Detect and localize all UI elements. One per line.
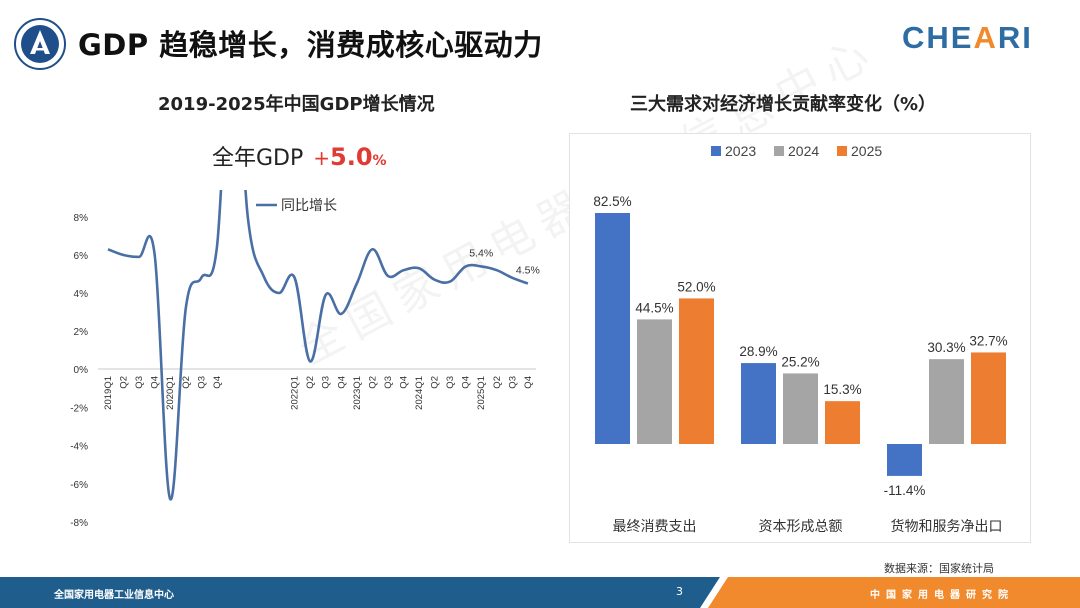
bar-value-label: 30.3% xyxy=(927,340,965,355)
gdp-highlight-value: 5.0 xyxy=(330,143,373,171)
legend-label-2025: 2025 xyxy=(851,143,882,159)
bar-value-label: 28.9% xyxy=(739,344,777,359)
y-tick-label: -4% xyxy=(70,442,88,453)
bar-2024 xyxy=(783,373,818,444)
x-tick-label: 2023Q1 xyxy=(352,376,363,410)
line-chart-title: 2019-2025年中国GDP增长情况 xyxy=(158,94,435,115)
bar-2023 xyxy=(741,363,776,444)
x-tick-label: Q3 xyxy=(321,376,332,389)
data-source: 数据来源：国家统计局 xyxy=(884,562,994,575)
footer-bar xyxy=(0,577,1080,608)
footer-blue-band xyxy=(0,577,720,608)
category-label: 最终消费支出 xyxy=(613,519,697,535)
x-tick-label: Q4 xyxy=(212,376,223,389)
gdp-highlight-plus: + xyxy=(313,146,331,170)
x-tick-label: 2020Q1 xyxy=(165,376,176,410)
category-label: 货物和服务净出口 xyxy=(891,518,1003,535)
x-tick-label: Q3 xyxy=(507,376,518,389)
bar-2025 xyxy=(971,352,1006,444)
bar-2023 xyxy=(887,444,922,476)
gdp-growth-line xyxy=(107,190,529,501)
bar-value-label: 15.3% xyxy=(823,382,861,397)
legend-label: 同比增长 xyxy=(281,198,337,214)
footer-orange-band xyxy=(708,577,1080,608)
x-tick-label: Q4 xyxy=(150,376,161,389)
bar-value-label: 44.5% xyxy=(635,300,673,315)
x-tick-label: Q4 xyxy=(523,376,534,389)
bar-value-label: -11.4% xyxy=(884,483,926,498)
y-tick-label: 6% xyxy=(74,251,89,262)
brand-logo: CHEARI xyxy=(902,20,1033,56)
brand-logo-accent: A xyxy=(973,20,998,55)
y-tick-label: -2% xyxy=(70,403,88,414)
line-data-label: 5.4% xyxy=(469,247,493,259)
x-tick-label: 2019Q1 xyxy=(103,376,114,410)
bar-value-label: 25.2% xyxy=(781,354,819,369)
bar-2025 xyxy=(825,401,860,444)
gdp-highlight-label: 全年GDP xyxy=(212,146,304,171)
x-tick-label: Q2 xyxy=(119,376,130,389)
bar-chart-title: 三大需求对经济增长贡献率变化（%） xyxy=(630,94,937,115)
gdp-highlight: 全年GDP +5.0% xyxy=(212,140,387,172)
bar-value-label: 52.0% xyxy=(677,279,715,294)
legend-swatch-2024 xyxy=(774,146,784,156)
y-tick-label: -6% xyxy=(70,480,88,491)
bar-value-label: 32.7% xyxy=(969,333,1007,348)
legend-swatch-2023 xyxy=(711,146,721,156)
y-tick-label: 2% xyxy=(74,327,89,338)
x-tick-label: Q3 xyxy=(134,376,145,389)
x-tick-label: Q2 xyxy=(305,376,316,389)
x-tick-label: Q4 xyxy=(336,376,347,389)
legend-label-2024: 2024 xyxy=(788,143,819,159)
x-tick-label: Q4 xyxy=(398,376,409,389)
brand-logo-prefix: CHE xyxy=(902,20,974,55)
y-tick-label: 4% xyxy=(74,289,89,300)
footer-institute-name: 中国家用电器研究院 xyxy=(870,590,1014,601)
line-data-label: 4.5% xyxy=(516,265,540,277)
x-tick-label: Q2 xyxy=(430,376,441,389)
x-tick-label: Q2 xyxy=(492,376,503,389)
gdp-highlight-unit: % xyxy=(372,153,387,169)
x-tick-label: Q2 xyxy=(367,376,378,389)
x-tick-label: Q3 xyxy=(383,376,394,389)
x-tick-label: 2024Q1 xyxy=(414,376,425,410)
bar-chart: 2023 2024 2025 82.5% 44.5% 52.0% 最终消费支出 28.9% 25… xyxy=(593,143,1007,535)
x-tick-label: Q3 xyxy=(445,376,456,389)
x-tick-label: Q3 xyxy=(196,376,207,389)
bar-value-label: 82.5% xyxy=(593,194,631,209)
institute-logo xyxy=(14,18,66,70)
bar-2024 xyxy=(929,359,964,444)
y-tick-label: -8% xyxy=(70,518,88,529)
x-tick-label: 2022Q1 xyxy=(290,376,301,410)
legend-label-2023: 2023 xyxy=(725,143,756,159)
bar-2025 xyxy=(679,298,714,444)
bar-2023 xyxy=(595,213,630,444)
brand-logo-suffix: RI xyxy=(997,20,1033,55)
page-title: GDP 趋稳增长，消费成核心驱动力 xyxy=(78,28,543,62)
bar-2024 xyxy=(637,319,672,444)
x-tick-label: 2025Q1 xyxy=(476,376,487,410)
x-tick-label: Q4 xyxy=(461,376,472,389)
y-tick-label: 0% xyxy=(74,365,89,376)
x-tick-label: Q2 xyxy=(181,376,192,389)
page-number: 3 xyxy=(676,585,683,598)
category-label: 资本形成总额 xyxy=(759,519,843,535)
y-tick-label: 8% xyxy=(74,213,89,224)
footer-org-name: 全国家用电器工业信息中心 xyxy=(54,590,174,601)
line-chart: 8% 6% 4% 2% 0% -2% -4% -6% -8% 2019Q1 Q2 Q3 Q4 2020Q1… xyxy=(70,190,540,529)
legend-swatch-2025 xyxy=(837,146,847,156)
